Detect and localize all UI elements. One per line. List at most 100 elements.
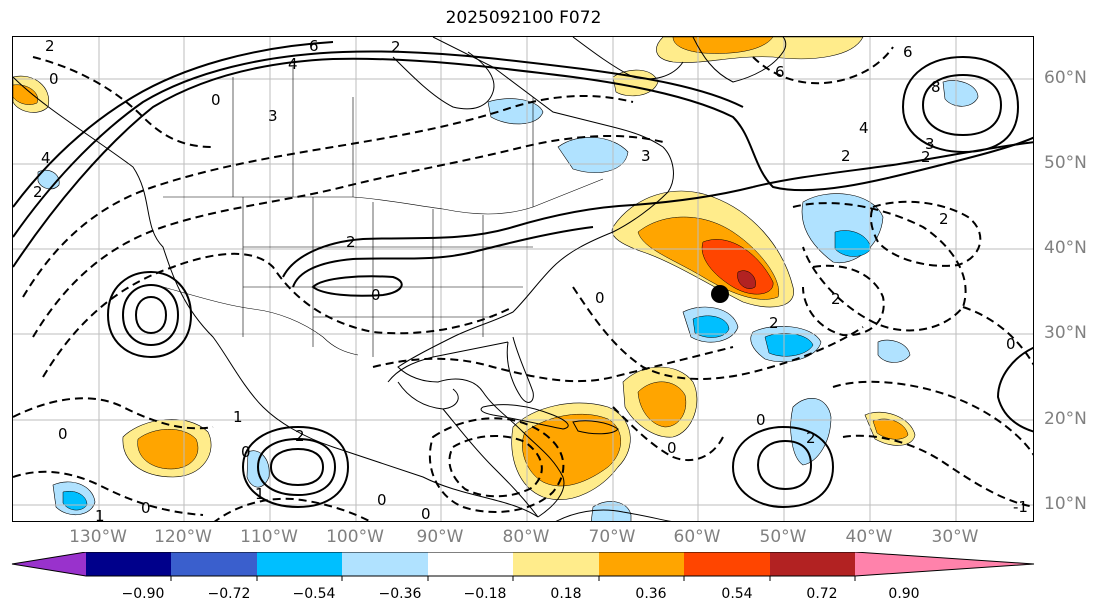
- contour-label: 2: [346, 233, 356, 251]
- border-state-lines: [242, 197, 533, 357]
- contour-solid-jet-3: [13, 41, 334, 208]
- contour-dashed-carib-2: [448, 435, 543, 498]
- warm-anomaly-mid-atlantic-core: [637, 381, 687, 428]
- colorbar-tick-label: −0.18: [463, 586, 507, 602]
- contour-label: 6: [309, 37, 319, 55]
- colorbar-segment: [171, 552, 257, 576]
- colorbar-segment: [342, 552, 428, 576]
- contour-label: 6: [903, 43, 913, 61]
- contour-solid-high-tropic-inner: [756, 439, 813, 491]
- colorbar-extend-low: [12, 552, 86, 576]
- contour-dashed-sub-2: [372, 346, 734, 383]
- graticule: [13, 37, 1033, 521]
- contour-label: 6: [775, 63, 785, 81]
- contour-solid-high-pacific-2: [121, 283, 180, 347]
- lon-label-80w: 80°W: [502, 527, 550, 547]
- colorbar-tick-label: −0.36: [378, 586, 422, 602]
- lon-label-100w: 100°W: [326, 527, 384, 547]
- contour-label: 4: [859, 119, 869, 137]
- contour-label: 2: [806, 429, 816, 447]
- contour-solid-high-pacific-1: [106, 270, 193, 359]
- contour-solid-north-atl: [752, 141, 1033, 188]
- warm-anomaly-nw-core: [13, 84, 38, 105]
- contour-label: 8: [931, 78, 941, 96]
- contour-dashed-tropic-east: [832, 380, 1033, 456]
- cool-anomaly-azores: [942, 80, 979, 107]
- contour-label: 2: [391, 38, 401, 56]
- contour-label: -1: [1013, 498, 1028, 516]
- contour-label: 2: [33, 183, 43, 201]
- contour-solid-high-mexico-1: [241, 425, 350, 509]
- lon-label-70w: 70°W: [588, 527, 636, 547]
- contour-solid-high-mexico-2: [256, 437, 337, 497]
- colorbar-extend-high: [855, 552, 1034, 576]
- map-canvas: 2 0 6 4 3 2 0 3 2 0 6 8 6 4 2 3 2 2 0 2 …: [13, 37, 1033, 521]
- contour-dashed-pac-south: [13, 470, 204, 516]
- storm-position-marker: [711, 285, 729, 303]
- contour-label: 2: [45, 37, 55, 55]
- contour-solid-high-pacific-3: [134, 295, 168, 335]
- contour-label: 3: [641, 147, 651, 165]
- contour-label: 0: [141, 499, 151, 517]
- contour-label: 4: [288, 55, 298, 73]
- warm-anomaly-caribbean-core: [522, 413, 621, 487]
- contour-label: 0: [58, 425, 68, 443]
- contour-solid-ridge-1: [282, 186, 754, 278]
- contour-solid-east: [996, 346, 1033, 433]
- lon-label-50w: 50°W: [759, 527, 807, 547]
- negative-contours: [13, 46, 1033, 521]
- colorbar-segment: [684, 552, 770, 576]
- contour-solid-high-tropic: [731, 425, 835, 509]
- border-us-canada: [163, 178, 604, 215]
- contour-dashed-atl-4: [802, 264, 885, 337]
- contour-label: 0: [595, 289, 605, 307]
- colorbar: [11, 552, 1035, 581]
- colorbar-segment: [770, 552, 855, 576]
- lon-label-120w: 120°W: [154, 527, 212, 547]
- contour-label: 1: [255, 485, 265, 503]
- cool-anomaly-subtropic-core: [764, 333, 814, 357]
- lon-label-60w: 60°W: [673, 527, 721, 547]
- contour-label: 4: [41, 149, 51, 167]
- contour-solid-high-azores-1: [901, 55, 1020, 154]
- contour-dashed-pac-south-2: [214, 497, 372, 521]
- lat-label-30n: 30°N: [1044, 323, 1087, 343]
- coastline-north-america-west: [13, 76, 539, 518]
- map-panel: 2 0 6 4 3 2 0 3 2 0 6 8 6 4 2 3 2 2 0 2 …: [12, 36, 1034, 522]
- lat-label-10n: 10°N: [1044, 494, 1087, 514]
- colorbar-outline: [11, 552, 1035, 577]
- lon-label-30w: 30°W: [931, 527, 979, 547]
- contour-dashed-atl-3: [869, 200, 982, 267]
- contour-label: 0: [241, 443, 251, 461]
- cool-anomaly-mid: [877, 339, 911, 363]
- colorbar-segment: [599, 552, 684, 576]
- contour-label: 2: [921, 148, 931, 166]
- colorbar-tick-label: −0.54: [292, 586, 336, 602]
- coastline-south-america: [555, 509, 672, 521]
- contour-label: 2: [939, 210, 949, 228]
- cool-anomaly-newfoundland: [557, 137, 629, 173]
- border-canada-provinces: [232, 67, 534, 207]
- shaded-anomalies: [13, 37, 979, 521]
- colorbar-tick-label: 0.36: [635, 586, 667, 602]
- contour-label: 3: [925, 135, 935, 153]
- contour-label: 0: [756, 411, 766, 429]
- political-boundaries: [162, 67, 604, 357]
- contour-dashed-east-edge: [962, 306, 1033, 366]
- contour-dashed-atl-1: [572, 286, 864, 380]
- contour-solid-jet-2: [13, 50, 744, 238]
- contour-dashed-trough-2: [32, 134, 664, 338]
- contour-label: 0: [377, 491, 387, 509]
- contour-label: 0: [211, 91, 221, 109]
- border-us-mexico: [162, 286, 359, 356]
- lon-label-110w: 110°W: [240, 527, 298, 547]
- colorbar-segment: [257, 552, 342, 576]
- colorbar-segment: [513, 552, 599, 576]
- lat-label-20n: 20°N: [1044, 409, 1087, 429]
- colorbar-ticks: [170, 576, 856, 581]
- contour-dashed-north: [32, 56, 214, 148]
- cool-anomaly-bermuda-core: [692, 315, 730, 338]
- colorbar-tick-label: −0.72: [207, 586, 251, 602]
- coastline-hispaniola: [572, 420, 619, 435]
- colorbar-tick-label: 0.54: [721, 586, 753, 602]
